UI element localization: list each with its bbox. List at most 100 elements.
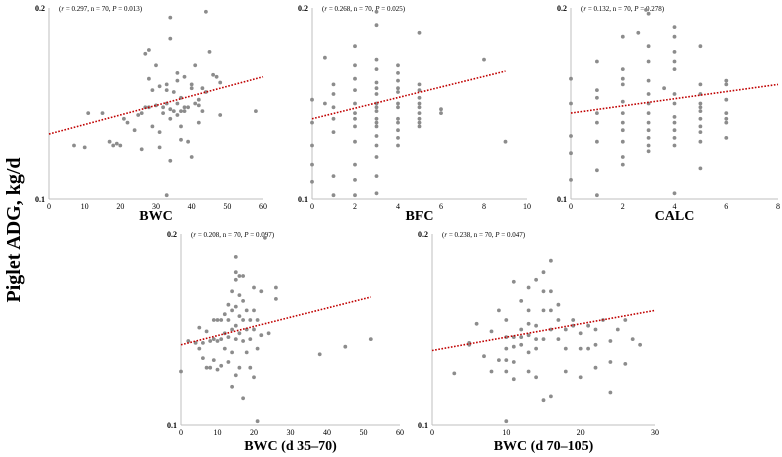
data-point bbox=[549, 394, 553, 399]
y-tick-label: 0.1 bbox=[35, 195, 45, 204]
data-point bbox=[556, 302, 561, 307]
data-point bbox=[310, 120, 314, 125]
data-point bbox=[569, 134, 573, 138]
data-point bbox=[563, 327, 568, 332]
data-point bbox=[396, 63, 400, 68]
x-tick-label: 6 bbox=[439, 202, 443, 211]
data-point bbox=[396, 128, 400, 133]
data-point bbox=[608, 360, 613, 364]
data-point bbox=[586, 346, 590, 351]
data-point bbox=[474, 321, 479, 326]
data-point bbox=[620, 139, 625, 144]
data-point bbox=[672, 120, 677, 125]
data-point bbox=[563, 346, 568, 351]
data-point bbox=[186, 139, 191, 144]
x-tick-label: 50 bbox=[360, 428, 368, 437]
data-point bbox=[646, 149, 651, 154]
data-point bbox=[374, 57, 379, 62]
data-point bbox=[100, 111, 105, 115]
data-point bbox=[374, 105, 379, 110]
data-point bbox=[189, 82, 194, 87]
data-point bbox=[595, 168, 599, 173]
data-point bbox=[593, 342, 598, 347]
data-point bbox=[255, 318, 260, 322]
data-point bbox=[497, 358, 501, 362]
data-point bbox=[646, 120, 651, 125]
x-tick-label: 60 bbox=[396, 428, 404, 437]
data-point bbox=[698, 101, 703, 106]
data-point bbox=[672, 191, 677, 196]
data-point bbox=[218, 80, 223, 85]
data-point bbox=[237, 365, 242, 370]
y-tick-label: 0.2 bbox=[298, 4, 308, 13]
data-point bbox=[353, 139, 357, 144]
data-point bbox=[608, 390, 613, 395]
data-point bbox=[241, 396, 246, 401]
data-point bbox=[259, 289, 264, 294]
data-point bbox=[252, 285, 256, 290]
data-point bbox=[175, 71, 180, 75]
data-point bbox=[396, 71, 400, 75]
data-point bbox=[182, 74, 187, 79]
y-tick-label: 0.2 bbox=[557, 4, 567, 13]
data-point bbox=[86, 111, 91, 115]
data-point bbox=[241, 339, 246, 343]
data-point bbox=[630, 337, 635, 341]
data-point bbox=[698, 82, 703, 87]
data-point bbox=[266, 331, 271, 336]
data-point bbox=[526, 321, 531, 326]
data-point bbox=[595, 120, 599, 125]
data-point bbox=[593, 327, 598, 332]
data-point bbox=[672, 92, 677, 96]
data-point bbox=[241, 274, 246, 278]
data-point bbox=[164, 193, 169, 198]
data-point bbox=[331, 174, 336, 179]
data-point bbox=[368, 337, 373, 341]
data-point bbox=[417, 82, 422, 87]
data-point bbox=[82, 145, 87, 150]
data-point bbox=[504, 318, 509, 322]
data-point bbox=[526, 308, 531, 313]
data-point bbox=[175, 101, 180, 106]
data-point bbox=[578, 346, 583, 351]
data-point bbox=[511, 344, 516, 349]
data-point bbox=[534, 375, 538, 380]
stat-annotation: (r = 0.238, n = 70, P = 0.047) bbox=[442, 231, 526, 239]
data-point bbox=[179, 109, 183, 113]
data-point bbox=[620, 155, 625, 159]
x-tick-label: 30 bbox=[152, 202, 160, 211]
data-point bbox=[672, 115, 677, 119]
data-point bbox=[200, 109, 205, 113]
data-point bbox=[193, 63, 198, 68]
data-point bbox=[186, 105, 191, 110]
y-tick-label: 0.2 bbox=[418, 230, 428, 239]
x-tick-label: 0 bbox=[430, 428, 434, 437]
data-point bbox=[374, 23, 379, 28]
data-point bbox=[219, 363, 224, 368]
trend-line bbox=[431, 309, 656, 352]
data-point bbox=[396, 120, 400, 125]
data-point bbox=[608, 339, 613, 343]
x-tick-label: 10 bbox=[523, 202, 531, 211]
data-point bbox=[569, 151, 573, 156]
data-point bbox=[331, 82, 336, 87]
data-point bbox=[233, 337, 238, 341]
data-point bbox=[595, 111, 599, 115]
data-point bbox=[310, 143, 314, 148]
data-point bbox=[439, 107, 443, 112]
data-point bbox=[646, 11, 651, 16]
data-point bbox=[157, 130, 162, 135]
data-point bbox=[111, 143, 116, 148]
data-point bbox=[125, 120, 130, 125]
data-point bbox=[534, 346, 538, 351]
data-point bbox=[310, 97, 314, 102]
data-point bbox=[114, 141, 119, 146]
x-tick-label: 6 bbox=[724, 202, 728, 211]
data-point bbox=[417, 95, 422, 100]
data-point bbox=[620, 67, 625, 71]
data-point bbox=[331, 193, 336, 198]
data-point bbox=[230, 289, 235, 294]
data-point bbox=[511, 360, 516, 364]
data-point bbox=[646, 59, 651, 64]
